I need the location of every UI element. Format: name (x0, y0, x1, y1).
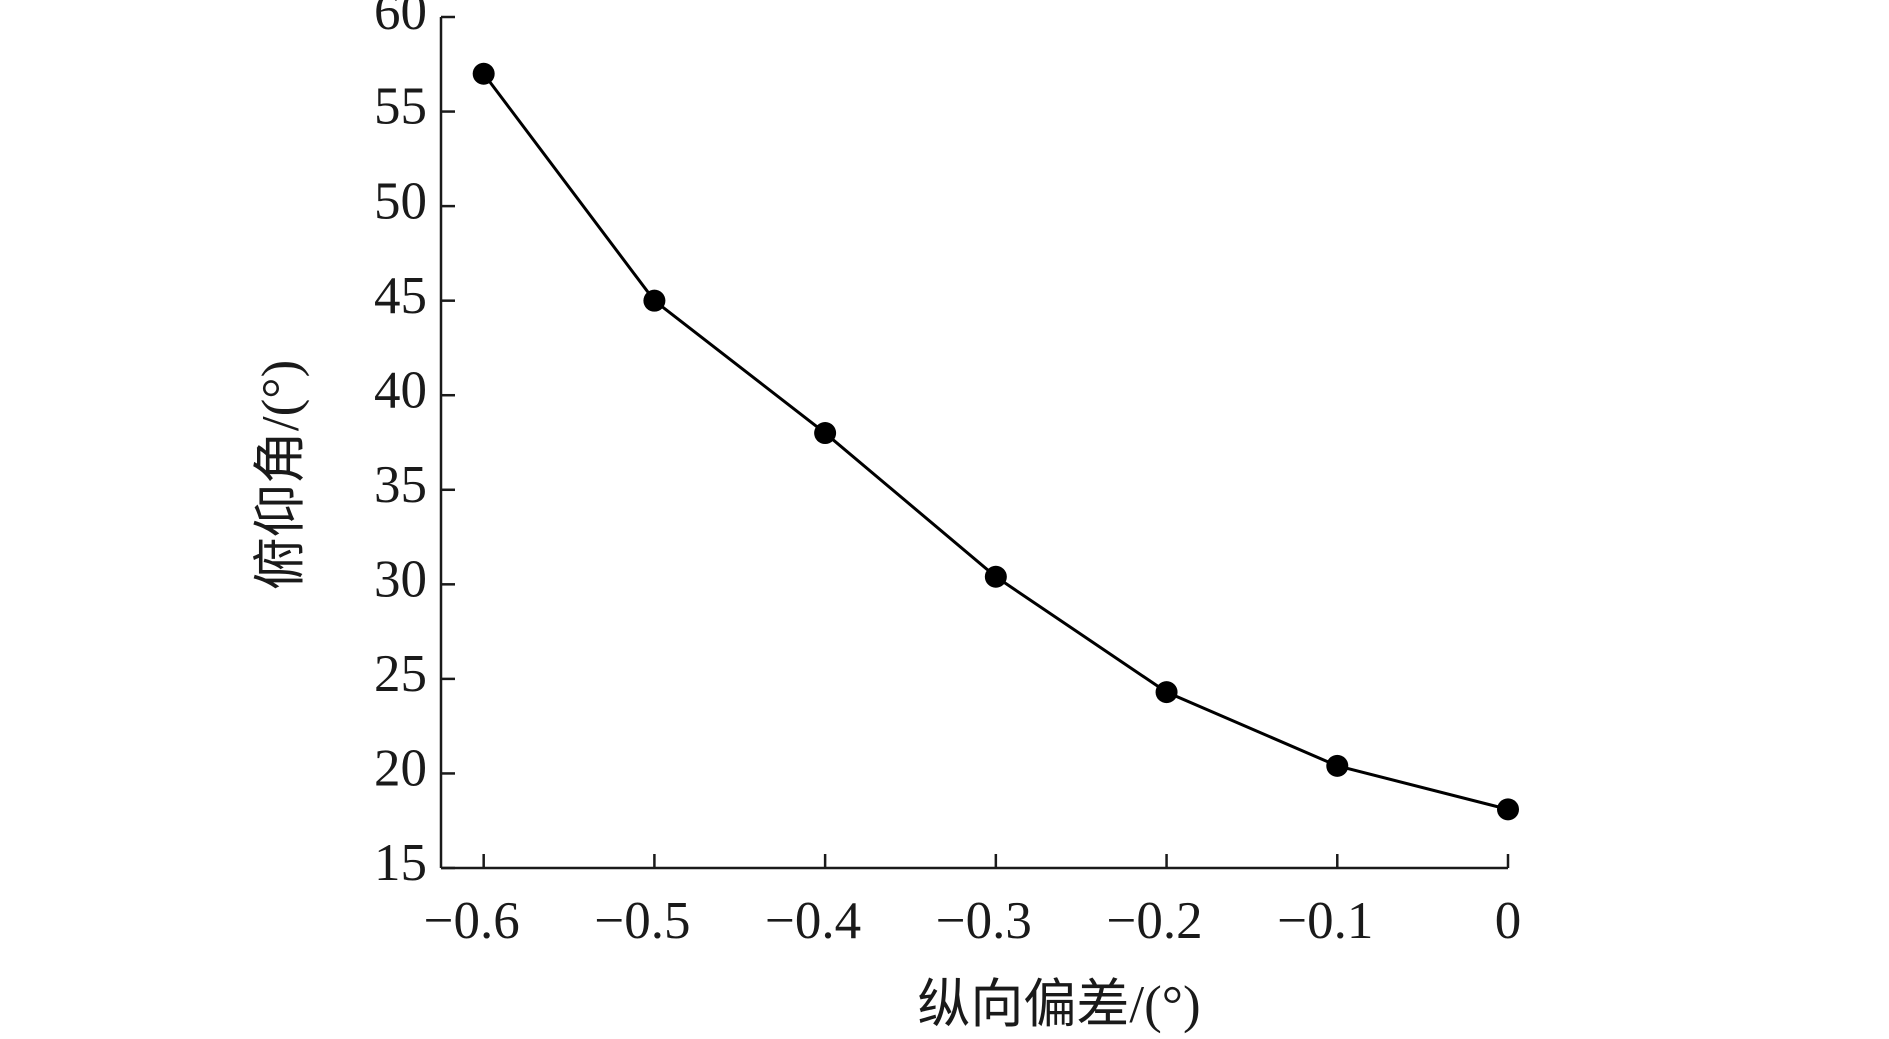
y-tick-label: 40 (374, 361, 427, 419)
data-point (1326, 754, 1349, 777)
y-tick-label: 45 (374, 267, 427, 325)
data-point (1155, 681, 1178, 704)
data-point (984, 565, 1007, 588)
y-tick-label: 20 (374, 740, 427, 798)
data-point (814, 422, 837, 445)
series-line (482, 72, 1509, 811)
y-tick-label: 15 (374, 834, 427, 892)
y-tick-label: 35 (374, 456, 427, 514)
y-tick-label: 50 (374, 172, 427, 230)
x-tick-label: −0.4 (765, 892, 861, 950)
x-tick-label: −0.2 (1106, 892, 1202, 950)
y-axis-label: 俯仰角/(°) (252, 360, 310, 590)
data-point (643, 289, 666, 312)
x-tick-label: −0.1 (1277, 892, 1373, 950)
x-tick-label: −0.5 (594, 892, 690, 950)
x-tick-label: −0.6 (424, 892, 520, 950)
data-point (472, 62, 495, 85)
y-tick-label: 60 (374, 0, 427, 41)
x-axis-label: 纵向偏差/(°) (917, 976, 1200, 1034)
y-tick-label: 25 (374, 645, 427, 703)
x-tick-label: 0 (1495, 892, 1522, 950)
y-tick-label: 55 (374, 78, 427, 136)
data-point (1497, 798, 1519, 821)
y-tick-label: 30 (374, 550, 427, 608)
x-tick-label: −0.3 (936, 892, 1032, 950)
